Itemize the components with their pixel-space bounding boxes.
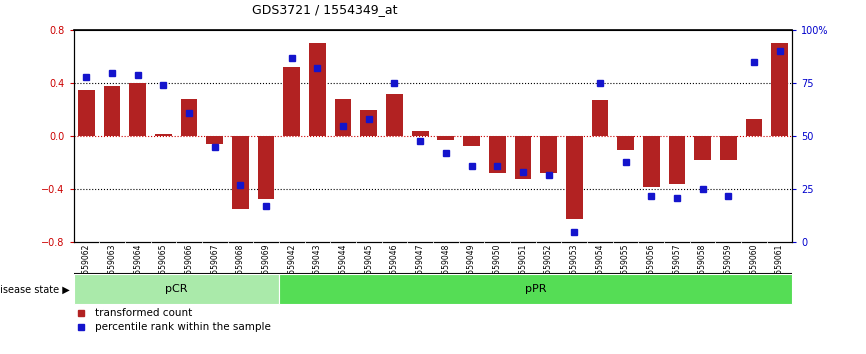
Bar (746, 119, 762, 136)
Text: GSM559057: GSM559057 (672, 244, 682, 290)
Bar (463, 136, 480, 145)
Bar (181, 99, 197, 136)
Bar (437, 136, 454, 140)
Bar (360, 110, 378, 136)
Text: GSM559050: GSM559050 (493, 244, 501, 290)
Text: GSM559061: GSM559061 (775, 244, 784, 290)
Text: GSM559063: GSM559063 (107, 244, 117, 290)
Text: GSM559060: GSM559060 (749, 244, 759, 290)
Text: GSM559069: GSM559069 (262, 244, 271, 290)
Bar (669, 136, 685, 184)
Text: GSM559043: GSM559043 (313, 244, 322, 290)
Bar (335, 99, 352, 136)
Bar (695, 136, 711, 160)
Text: GSM559067: GSM559067 (210, 244, 219, 290)
Text: GSM559046: GSM559046 (390, 244, 399, 290)
Bar (232, 136, 249, 209)
Bar (488, 136, 506, 173)
Bar (772, 43, 788, 136)
Text: disease state ▶: disease state ▶ (0, 284, 69, 295)
Bar (412, 131, 429, 136)
Bar (155, 133, 171, 136)
Bar (514, 136, 531, 179)
Bar (258, 136, 275, 199)
Text: GSM559048: GSM559048 (442, 244, 450, 290)
Text: GSM559044: GSM559044 (339, 244, 347, 290)
Bar (279, 274, 792, 304)
Bar (78, 90, 94, 136)
Text: GSM559051: GSM559051 (519, 244, 527, 290)
Text: GSM559052: GSM559052 (544, 244, 553, 290)
Text: pCR: pCR (165, 284, 188, 295)
Text: GSM559062: GSM559062 (82, 244, 91, 290)
Text: GSM559045: GSM559045 (365, 244, 373, 290)
Text: percentile rank within the sample: percentile rank within the sample (95, 322, 271, 332)
Text: GSM559068: GSM559068 (236, 244, 245, 290)
Text: GSM559054: GSM559054 (595, 244, 604, 290)
Bar (565, 136, 583, 218)
Bar (283, 67, 301, 136)
Text: GSM559064: GSM559064 (133, 244, 142, 290)
Bar (74, 274, 279, 304)
Bar (591, 101, 608, 136)
Text: pPR: pPR (525, 284, 546, 295)
Text: GSM559053: GSM559053 (570, 244, 578, 290)
Text: GSM559065: GSM559065 (159, 244, 168, 290)
Text: GSM559058: GSM559058 (698, 244, 707, 290)
Text: GSM559055: GSM559055 (621, 244, 630, 290)
Text: GSM559047: GSM559047 (416, 244, 424, 290)
Bar (206, 136, 223, 144)
Text: GSM559049: GSM559049 (467, 244, 476, 290)
Text: GSM559059: GSM559059 (724, 244, 733, 290)
Text: GSM559056: GSM559056 (647, 244, 656, 290)
Text: GSM559042: GSM559042 (288, 244, 296, 290)
Bar (104, 86, 120, 136)
Text: GDS3721 / 1554349_at: GDS3721 / 1554349_at (252, 3, 398, 16)
Text: GSM559066: GSM559066 (184, 244, 194, 290)
Bar (643, 136, 660, 187)
Bar (129, 83, 146, 136)
Text: transformed count: transformed count (95, 308, 192, 318)
Bar (617, 136, 634, 149)
Bar (386, 94, 403, 136)
Bar (720, 136, 737, 160)
Bar (540, 136, 557, 173)
Bar (309, 43, 326, 136)
